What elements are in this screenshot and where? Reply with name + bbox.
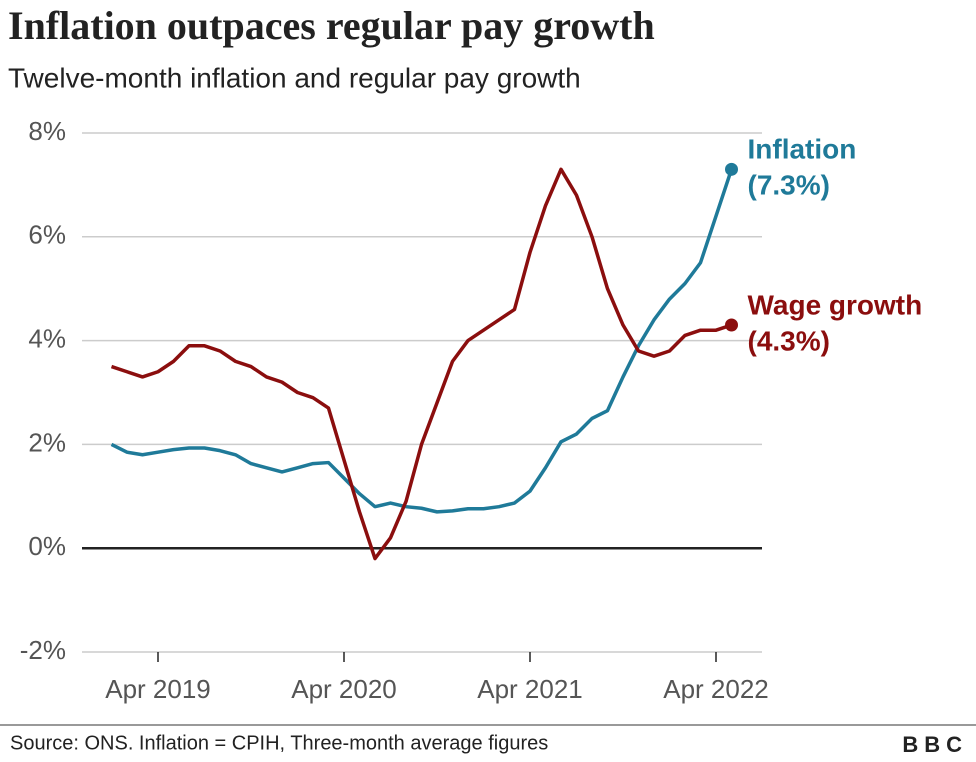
end-point: [725, 318, 738, 332]
series-line: [110, 168, 734, 514]
series-label: Inflation: [748, 134, 857, 165]
end-value-label: (7.3%): [748, 170, 830, 201]
source: Source: ONS. Inflation = CPIH, Three-mon…: [10, 732, 548, 754]
end-point: [725, 162, 738, 176]
y-tick-label: 6%: [28, 220, 66, 250]
chart-title: Inflation outpaces regular pay growth: [8, 3, 655, 48]
series-label: Wage growth: [748, 289, 923, 320]
y-tick-label: -2%: [20, 635, 66, 665]
logo: BBC: [902, 732, 968, 757]
x-tick-label: Apr 2020: [291, 674, 397, 704]
end-value-label: (4.3%): [748, 325, 830, 356]
y-tick-label: 2%: [28, 427, 66, 457]
y-tick-label: 0%: [28, 531, 66, 561]
y-tick-label: 4%: [28, 323, 66, 353]
x-tick-label: Apr 2019: [105, 674, 211, 704]
x-tick-label: Apr 2021: [477, 674, 583, 704]
y-tick-label: 8%: [28, 116, 66, 146]
chart-subtitle: Twelve-month inflation and regular pay g…: [8, 62, 581, 93]
series-line: [110, 167, 733, 561]
x-tick-label: Apr 2022: [663, 674, 769, 704]
